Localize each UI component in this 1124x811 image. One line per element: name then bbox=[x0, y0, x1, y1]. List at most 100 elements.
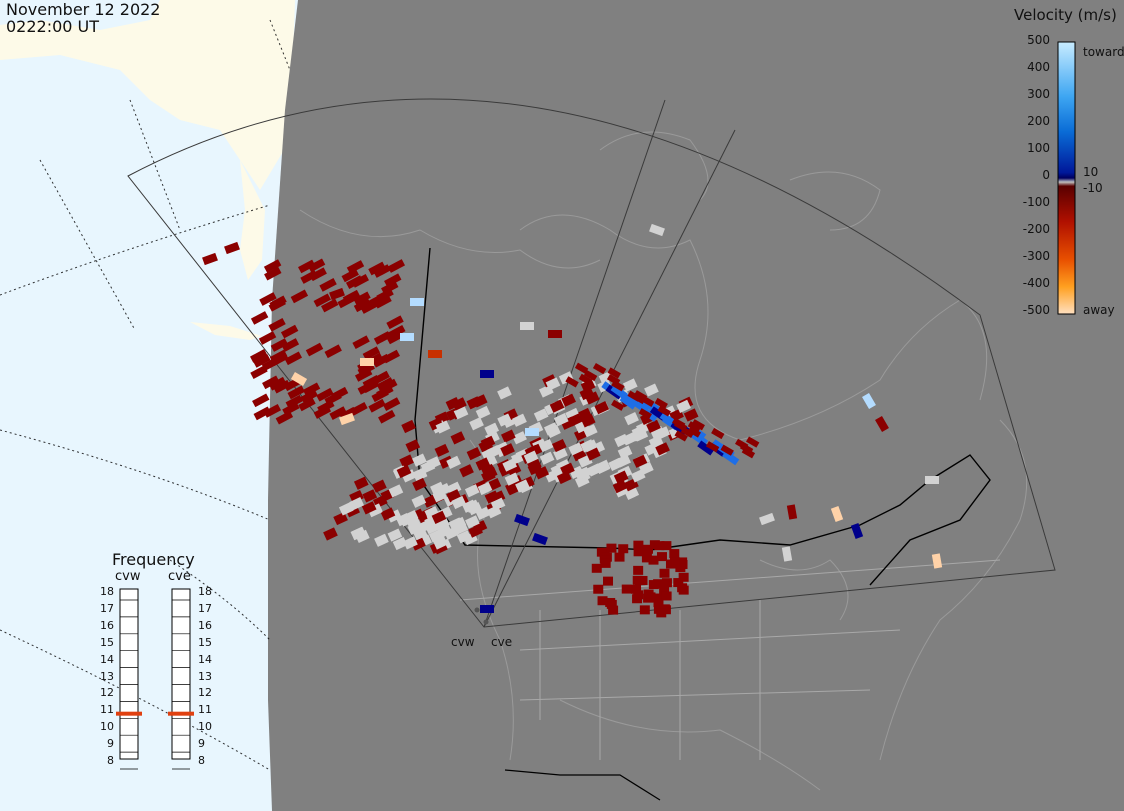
scatter-cell bbox=[680, 426, 695, 439]
velocity-tick: -500 bbox=[1022, 303, 1050, 317]
land-island bbox=[190, 322, 262, 340]
scatter-cell bbox=[384, 273, 402, 288]
frequency-tick-left: 17 bbox=[100, 601, 114, 615]
scatter-cell bbox=[439, 455, 454, 469]
scatter-cell bbox=[262, 375, 280, 390]
scatter-cell bbox=[641, 553, 652, 563]
scatter-cell bbox=[659, 586, 670, 596]
frequency-title: Frequency bbox=[112, 550, 195, 569]
scatter-cell bbox=[386, 315, 404, 330]
scatter-cell bbox=[575, 466, 591, 480]
scatter-cell bbox=[661, 578, 672, 588]
scatter-cell bbox=[556, 470, 572, 485]
scatter-cell bbox=[263, 404, 282, 418]
scatter-cell bbox=[556, 459, 571, 473]
scatter-cell bbox=[285, 394, 303, 409]
scatter-cell bbox=[649, 223, 665, 237]
velocity-tick: 300 bbox=[1027, 87, 1050, 101]
scatter-cell bbox=[405, 439, 421, 453]
frequency-tick-right: 16 bbox=[198, 618, 212, 632]
scatter-cell bbox=[484, 422, 500, 436]
scatter-cell bbox=[830, 506, 844, 522]
velocity-tick: 100 bbox=[1027, 141, 1050, 155]
scatter-cell bbox=[290, 372, 308, 386]
scatter-cell bbox=[669, 549, 680, 559]
scatter-cell bbox=[618, 544, 629, 554]
scatter-cell bbox=[339, 412, 355, 426]
graticule-line bbox=[129, 99, 181, 231]
scatter-cell bbox=[543, 422, 559, 436]
scatter-cell bbox=[351, 274, 369, 288]
scatter-cell bbox=[411, 494, 427, 508]
scatter-cell bbox=[329, 406, 347, 420]
scatter-cell bbox=[338, 502, 354, 516]
scatter-cell bbox=[486, 505, 502, 519]
frequency-tick-right: 17 bbox=[198, 601, 212, 615]
scatter-cell bbox=[631, 425, 647, 439]
scatter-cell bbox=[484, 490, 500, 504]
scatter-cell bbox=[512, 413, 527, 427]
velocity-colorbar-gradient bbox=[1057, 41, 1076, 315]
scatter-cell bbox=[282, 401, 300, 416]
scatter-cell bbox=[250, 311, 269, 325]
scatter-cell bbox=[597, 596, 608, 606]
scatter-cell bbox=[465, 499, 480, 513]
scatter-cell bbox=[323, 527, 338, 541]
radar-site-cvw bbox=[474, 607, 480, 613]
scatter-cell bbox=[674, 430, 688, 442]
scatter-cell bbox=[675, 563, 686, 573]
scatter-cell bbox=[619, 394, 637, 410]
state-border bbox=[459, 559, 1001, 601]
coastline bbox=[789, 171, 881, 231]
velocity-tick: 400 bbox=[1027, 60, 1050, 74]
scatter-cell bbox=[349, 489, 364, 504]
velocity-tick: -100 bbox=[1022, 195, 1050, 209]
velocity-tick: 500 bbox=[1027, 33, 1050, 47]
scatter-cell bbox=[633, 547, 644, 557]
scatter-cell bbox=[316, 387, 334, 402]
scatter-cell bbox=[520, 322, 534, 330]
scatter-cell bbox=[497, 413, 512, 427]
scatter-cell bbox=[722, 450, 740, 466]
scatter-cell bbox=[634, 576, 645, 586]
frequency-bar-cve bbox=[171, 588, 191, 760]
scatter-cell bbox=[329, 287, 345, 301]
frequency-tick-left: 16 bbox=[100, 618, 114, 632]
scatter-cell bbox=[453, 406, 469, 420]
scatter-cell bbox=[624, 412, 639, 426]
scatter-cell bbox=[633, 540, 644, 550]
scatter-cell bbox=[745, 436, 760, 448]
scatter-cell bbox=[253, 406, 271, 421]
scatter-cell bbox=[596, 547, 607, 557]
international-border bbox=[504, 769, 661, 801]
toward-label: toward bbox=[1083, 45, 1124, 59]
scatter-cell bbox=[378, 409, 396, 424]
scatter-cell bbox=[464, 484, 480, 498]
scatter-cell bbox=[687, 421, 702, 433]
scatter-cell bbox=[302, 382, 321, 397]
frequency-tick-right: 18 bbox=[198, 585, 212, 598]
scatter-cell bbox=[480, 370, 494, 378]
frequency-tick-right: 13 bbox=[198, 669, 212, 683]
scatter-cell bbox=[656, 552, 667, 562]
scatter-cell bbox=[645, 592, 656, 602]
frequency-tick-right: 9 bbox=[198, 737, 205, 751]
velocity-scale-title: Velocity (m/s) bbox=[1014, 6, 1117, 24]
scatter-cell bbox=[341, 268, 359, 283]
scatter-cell bbox=[307, 258, 326, 273]
scatter-cell bbox=[350, 526, 366, 541]
coastline bbox=[739, 299, 988, 441]
graticule-line bbox=[169, 559, 271, 641]
scatter-cell bbox=[657, 405, 671, 417]
frequency-bar-cvw bbox=[119, 588, 139, 760]
scatter-cell bbox=[271, 352, 289, 367]
scatter-cell bbox=[622, 378, 638, 392]
scatter-cell bbox=[477, 481, 493, 496]
scatter-cell bbox=[931, 553, 943, 569]
scatter-cell bbox=[655, 442, 670, 456]
date-label: November 12 2022 bbox=[6, 0, 161, 19]
scatter-cell bbox=[639, 605, 650, 615]
scatter-cell bbox=[594, 401, 610, 415]
scatter-cell bbox=[611, 399, 625, 411]
scatter-cell bbox=[319, 278, 337, 292]
